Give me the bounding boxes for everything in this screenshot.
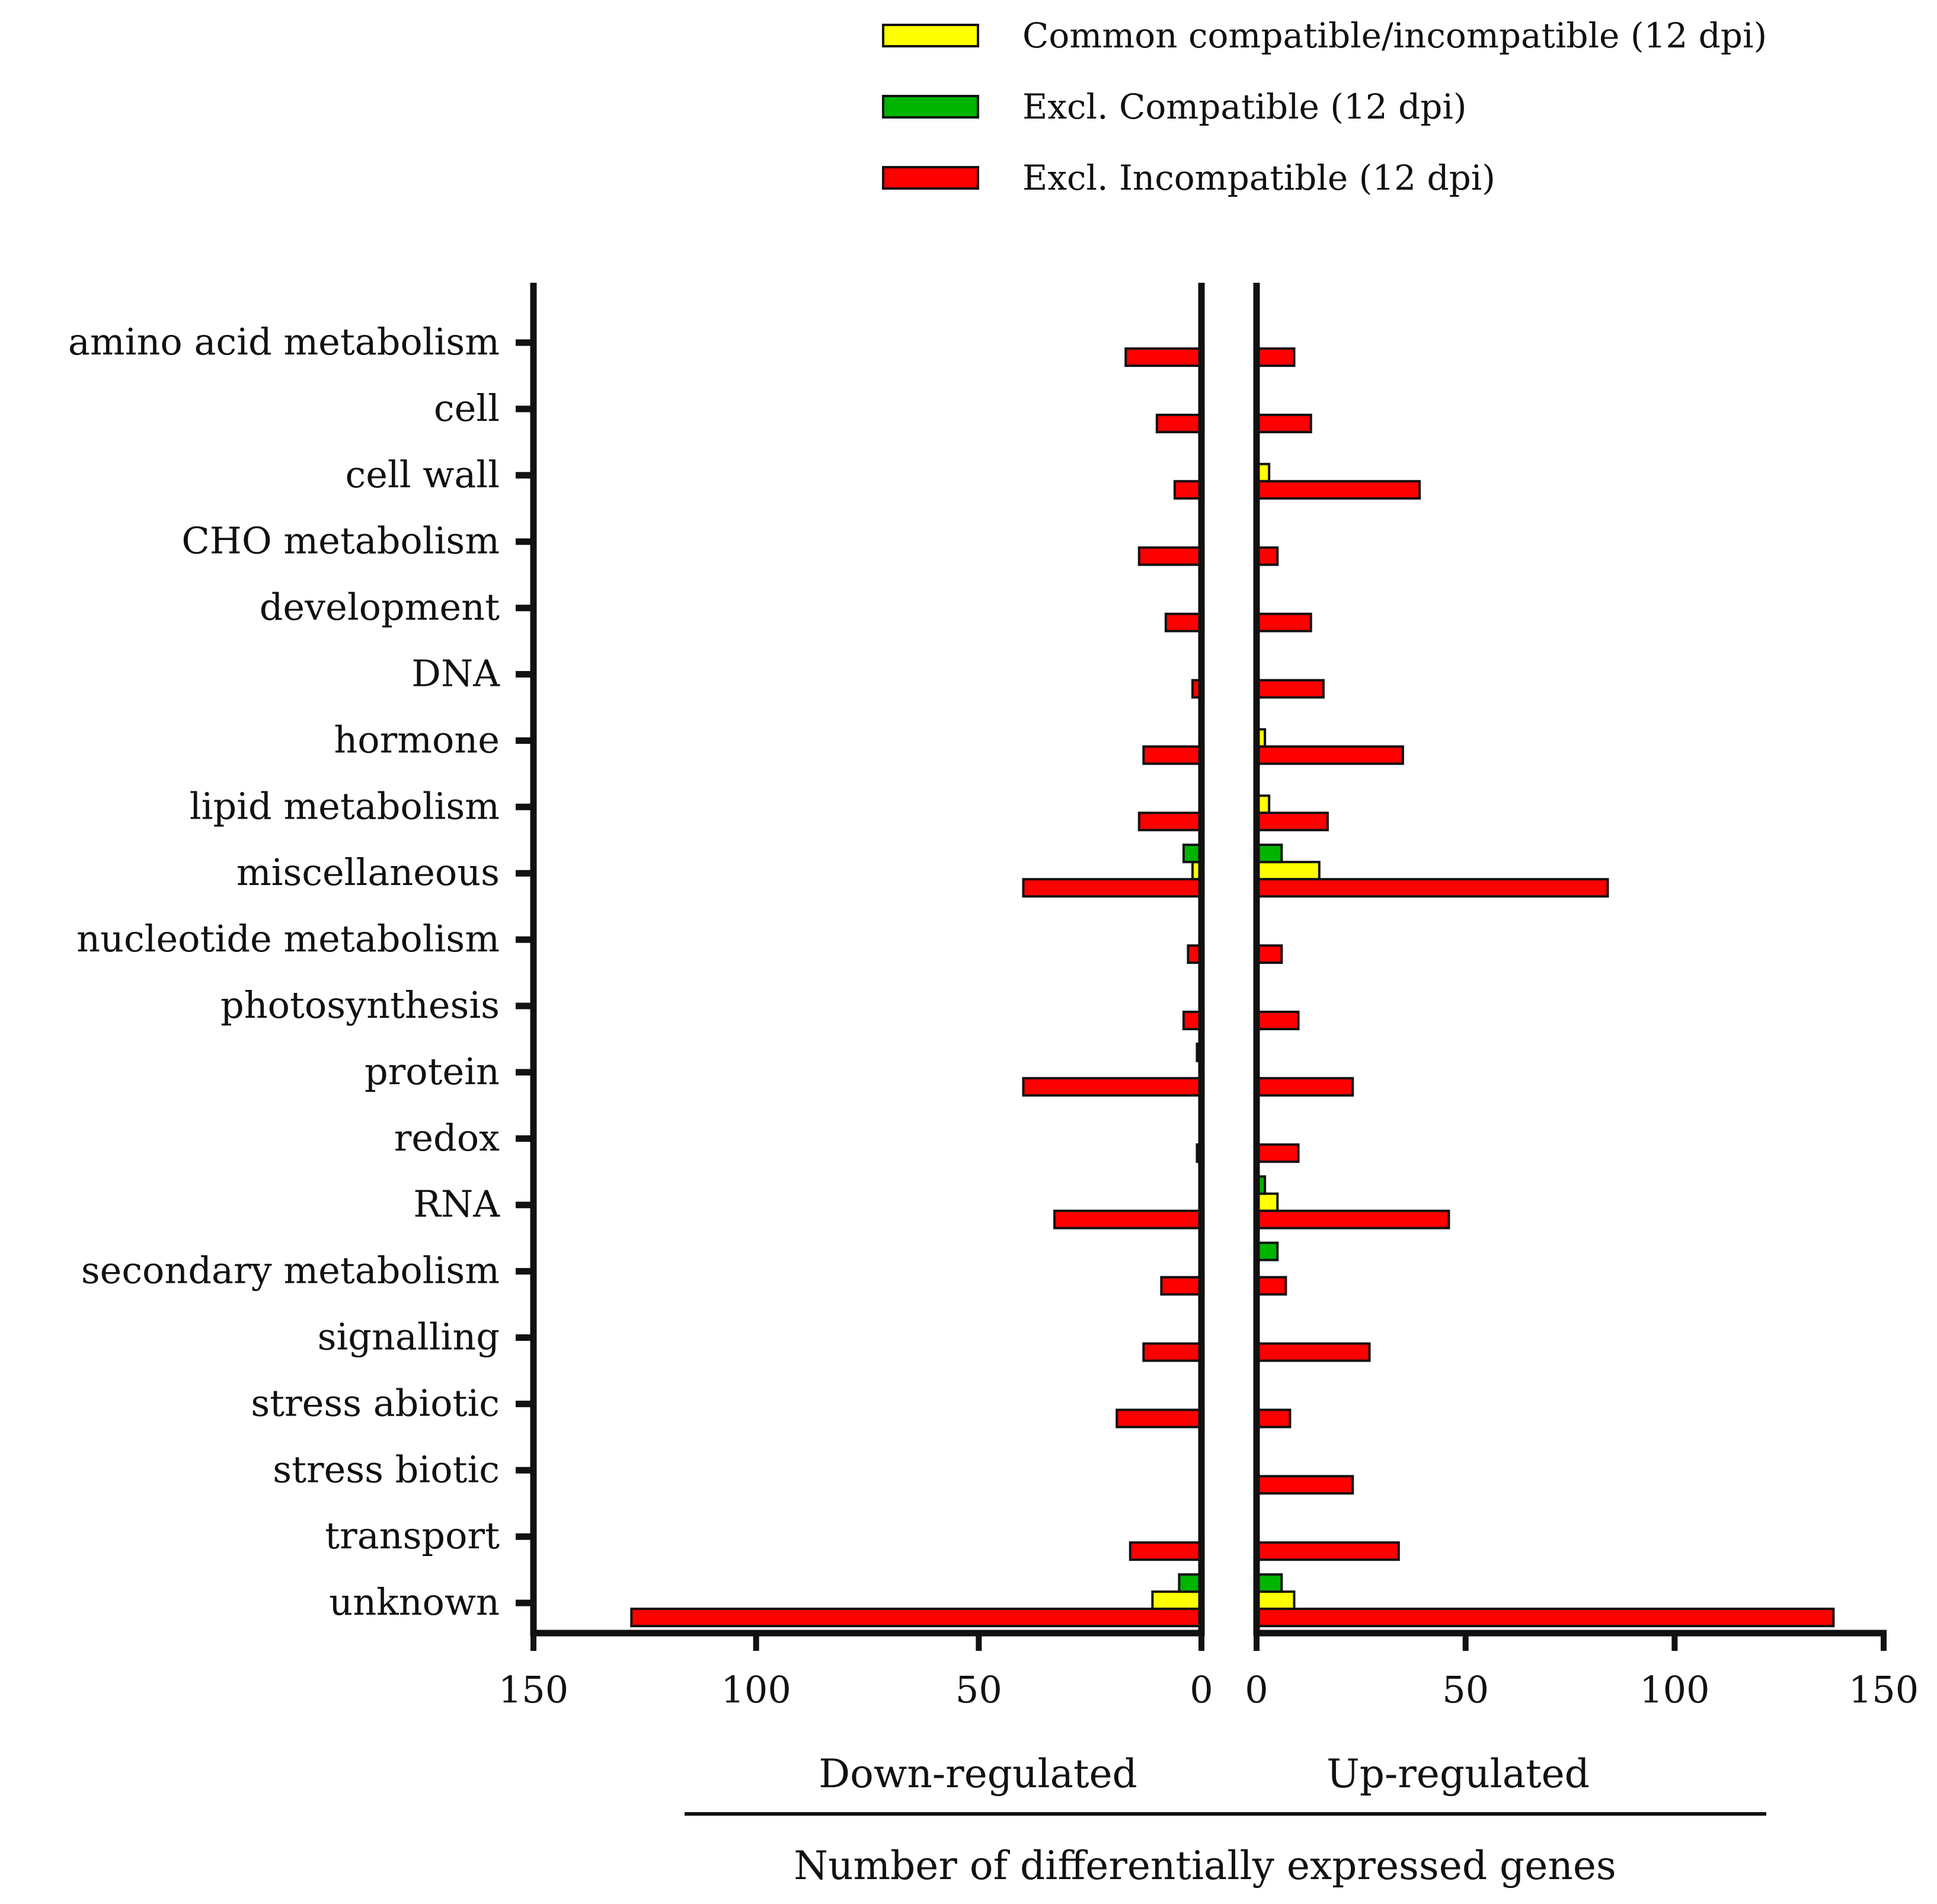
bar-down-amino-acid-metabolism-excl-incompatible-12-dpi	[1124, 347, 1203, 367]
category-label-redox: redox	[394, 1116, 500, 1159]
bar-up-hormone-excl-incompatible-12-dpi	[1255, 745, 1404, 765]
legend-swatch-excl-compatible-12-dpi	[882, 95, 979, 119]
category-label-transport: transport	[325, 1514, 500, 1557]
bar-down-protein-excl-incompatible-12-dpi	[1022, 1076, 1203, 1097]
bar-up-miscellaneous-excl-incompatible-12-dpi	[1255, 878, 1609, 898]
category-label-signalling: signalling	[318, 1315, 500, 1359]
x-tick-label-up-100: 100	[1639, 1668, 1709, 1711]
legend-label-common-compatible-incompatible-12-dpi: Common compatible/incompatible (12 dpi)	[1022, 15, 1767, 56]
category-label-miscellaneous: miscellaneous	[236, 851, 500, 894]
bar-down-unknown-common-compatible-incompatible-12-dpi	[1151, 1590, 1203, 1611]
bar-up-miscellaneous-excl-compatible-12-dpi	[1255, 844, 1283, 864]
bar-up-cell-wall-excl-incompatible-12-dpi	[1255, 480, 1421, 500]
bar-down-signalling-excl-incompatible-12-dpi	[1142, 1342, 1203, 1362]
category-label-amino-acid-metabolism: amino acid metabolism	[68, 320, 500, 363]
x-tick-label-down-0: 0	[1190, 1668, 1213, 1711]
category-label-photosynthesis: photosynthesis	[220, 983, 500, 1027]
bar-up-cho-metabolism-excl-incompatible-12-dpi	[1255, 546, 1279, 566]
x-tick-label-down-100: 100	[721, 1668, 791, 1711]
category-label-stress-biotic: stress biotic	[273, 1448, 500, 1491]
category-label-rna: RNA	[413, 1183, 500, 1226]
bar-up-unknown-excl-incompatible-12-dpi	[1255, 1608, 1835, 1628]
bar-down-cell-wall-excl-incompatible-12-dpi	[1173, 480, 1203, 500]
bar-up-lipid-metabolism-excl-incompatible-12-dpi	[1255, 812, 1329, 832]
category-label-protein: protein	[365, 1050, 500, 1093]
bar-up-stress-biotic-excl-incompatible-12-dpi	[1255, 1475, 1354, 1495]
bar-down-cho-metabolism-excl-incompatible-12-dpi	[1137, 546, 1203, 566]
bar-down-secondary-metabolism-excl-incompatible-12-dpi	[1160, 1276, 1203, 1296]
x-tick-label-up-150: 150	[1849, 1668, 1919, 1711]
bar-up-cell-excl-incompatible-12-dpi	[1255, 413, 1312, 433]
bar-down-rna-excl-incompatible-12-dpi	[1053, 1209, 1203, 1229]
legend-swatch-excl-incompatible-12-dpi	[882, 166, 979, 190]
bar-up-stress-abiotic-excl-incompatible-12-dpi	[1255, 1408, 1292, 1429]
bar-up-protein-excl-incompatible-12-dpi	[1255, 1076, 1354, 1097]
bar-down-development-excl-incompatible-12-dpi	[1164, 612, 1203, 632]
legend-swatch-common-compatible-incompatible-12-dpi	[882, 24, 979, 47]
bar-up-amino-acid-metabolism-excl-incompatible-12-dpi	[1255, 347, 1296, 367]
category-label-hormone: hormone	[334, 718, 500, 761]
bar-up-signalling-excl-incompatible-12-dpi	[1255, 1342, 1371, 1362]
category-label-cell: cell	[434, 386, 500, 430]
category-label-cho-metabolism: CHO metabolism	[181, 519, 500, 563]
bar-down-lipid-metabolism-excl-incompatible-12-dpi	[1137, 812, 1203, 832]
bar-down-stress-abiotic-excl-incompatible-12-dpi	[1115, 1408, 1203, 1429]
bar-down-unknown-excl-incompatible-12-dpi	[630, 1608, 1203, 1628]
bar-up-development-excl-incompatible-12-dpi	[1255, 612, 1312, 632]
axes-layer	[516, 283, 1887, 1816]
labels-layer: amino acid metabolism cell cell wall CHO me…	[68, 320, 1919, 1889]
category-label-development: development	[260, 586, 500, 629]
category-label-dna: DNA	[411, 652, 500, 695]
bar-down-miscellaneous-excl-incompatible-12-dpi	[1022, 878, 1203, 898]
bar-up-unknown-common-compatible-incompatible-12-dpi	[1255, 1590, 1296, 1611]
bar-up-secondary-metabolism-excl-incompatible-12-dpi	[1255, 1276, 1287, 1296]
category-label-unknown: unknown	[329, 1580, 500, 1624]
x-tick-label-up-50: 50	[1442, 1668, 1489, 1711]
legend-label-excl-compatible-12-dpi: Excl. Compatible (12 dpi)	[1022, 87, 1467, 127]
category-label-stress-abiotic: stress abiotic	[251, 1381, 500, 1424]
bar-down-hormone-excl-incompatible-12-dpi	[1142, 745, 1203, 765]
category-label-lipid-metabolism: lipid metabolism	[190, 784, 500, 828]
bar-up-dna-excl-incompatible-12-dpi	[1255, 679, 1325, 699]
x-tick-label-down-50: 50	[955, 1668, 1002, 1711]
bar-down-cell-excl-incompatible-12-dpi	[1155, 413, 1203, 433]
x-tick-label-up-0: 0	[1245, 1668, 1268, 1711]
bar-down-transport-excl-incompatible-12-dpi	[1129, 1541, 1203, 1561]
bar-up-nucleotide-metabolism-excl-incompatible-12-dpi	[1255, 944, 1283, 964]
bar-up-transport-excl-incompatible-12-dpi	[1255, 1541, 1400, 1561]
x-tick-label-down-150: 150	[498, 1668, 568, 1711]
bars-layer	[630, 313, 1835, 1628]
legend: Common compatible/incompatible (12 dpi) E…	[882, 15, 1767, 198]
bar-up-miscellaneous-common-compatible-incompatible-12-dpi	[1255, 861, 1321, 881]
category-label-secondary-metabolism: secondary metabolism	[81, 1249, 500, 1292]
category-label-cell-wall: cell wall	[346, 453, 500, 496]
bar-down-unknown-excl-compatible-12-dpi	[1178, 1573, 1203, 1593]
panel-title-down-regulated: Down-regulated	[819, 1751, 1137, 1797]
panel-title-up-regulated: Up-regulated	[1327, 1751, 1590, 1797]
bar-up-photosynthesis-excl-incompatible-12-dpi	[1255, 1011, 1300, 1030]
bar-up-unknown-excl-compatible-12-dpi	[1255, 1573, 1283, 1593]
bar-up-rna-excl-incompatible-12-dpi	[1255, 1209, 1450, 1229]
legend-label-excl-incompatible-12-dpi: Excl. Incompatible (12 dpi)	[1022, 158, 1495, 198]
x-axis-label: Number of differentially expressed genes	[794, 1843, 1616, 1889]
category-label-nucleotide-metabolism: nucleotide metabolism	[76, 917, 500, 960]
bar-up-redox-excl-incompatible-12-dpi	[1255, 1143, 1300, 1163]
